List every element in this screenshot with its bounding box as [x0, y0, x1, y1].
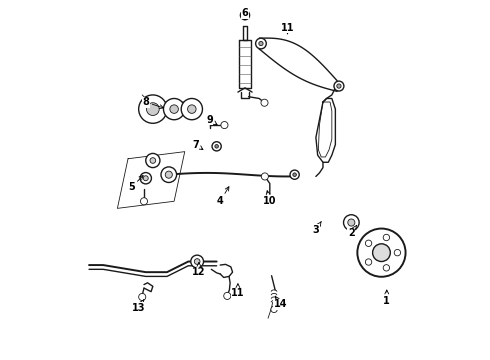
Circle shape — [348, 219, 355, 226]
Circle shape — [161, 167, 176, 183]
Circle shape — [141, 198, 147, 205]
Text: 1: 1 — [383, 290, 390, 306]
Circle shape — [215, 145, 219, 148]
Circle shape — [221, 122, 228, 129]
Circle shape — [261, 173, 269, 180]
Text: 14: 14 — [274, 296, 287, 309]
Circle shape — [224, 292, 231, 300]
Circle shape — [181, 99, 202, 120]
Circle shape — [394, 249, 401, 256]
Text: 7: 7 — [192, 140, 203, 150]
Circle shape — [366, 240, 372, 247]
Text: 12: 12 — [192, 262, 206, 277]
Text: 11: 11 — [231, 284, 245, 298]
Text: 6: 6 — [242, 8, 248, 19]
Circle shape — [256, 38, 266, 49]
Circle shape — [143, 176, 148, 181]
Circle shape — [140, 172, 151, 184]
Circle shape — [165, 171, 172, 178]
Text: 13: 13 — [132, 300, 146, 312]
Circle shape — [164, 99, 185, 120]
Text: 2: 2 — [348, 225, 357, 238]
Circle shape — [383, 234, 390, 241]
Text: 5: 5 — [128, 176, 143, 192]
Circle shape — [343, 215, 359, 230]
Circle shape — [212, 142, 221, 151]
Circle shape — [139, 95, 167, 123]
Circle shape — [146, 153, 160, 168]
Circle shape — [383, 265, 390, 271]
Circle shape — [366, 259, 372, 265]
Circle shape — [195, 259, 200, 264]
Circle shape — [372, 244, 391, 261]
Circle shape — [337, 84, 341, 88]
Circle shape — [259, 41, 263, 46]
Circle shape — [290, 170, 299, 179]
Circle shape — [293, 173, 296, 176]
Circle shape — [150, 158, 156, 163]
Text: 10: 10 — [263, 191, 276, 206]
Circle shape — [147, 103, 159, 116]
Circle shape — [188, 105, 196, 113]
Circle shape — [191, 255, 203, 268]
Circle shape — [334, 81, 344, 91]
Text: 9: 9 — [206, 115, 217, 125]
Circle shape — [170, 105, 178, 113]
Text: 4: 4 — [217, 187, 229, 206]
Text: 11: 11 — [281, 23, 294, 34]
Circle shape — [357, 229, 406, 277]
Circle shape — [261, 99, 268, 106]
Circle shape — [241, 10, 249, 20]
Circle shape — [139, 293, 146, 301]
Text: 3: 3 — [313, 222, 321, 235]
Circle shape — [271, 306, 277, 312]
Text: 8: 8 — [142, 97, 164, 109]
Circle shape — [243, 13, 247, 17]
